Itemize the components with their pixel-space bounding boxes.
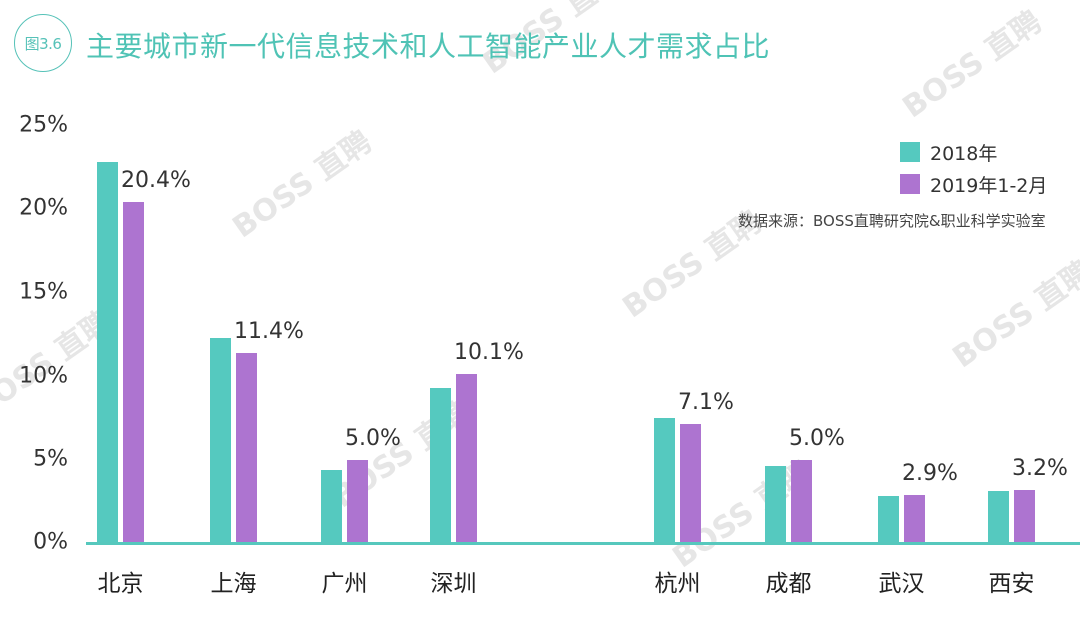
bar-2019: [123, 202, 144, 543]
x-category-label: 西安: [988, 571, 1035, 597]
x-category-label: 杭州: [654, 571, 701, 597]
x-category-label: 广州: [321, 571, 368, 597]
bar-value-label: 11.4%: [234, 318, 304, 344]
legend-item-2018: 2018年: [900, 136, 1047, 168]
y-tick-label: 5%: [33, 446, 68, 472]
bar-value-label: 3.2%: [1012, 455, 1068, 481]
legend: 2018年 2019年1-2月: [900, 136, 1047, 200]
bar-value-label: 10.1%: [454, 340, 524, 366]
bar-2018: [97, 162, 118, 543]
bar-2018: [210, 337, 231, 543]
chart-title: 主要城市新一代信息技术和人工智能产业人才需求占比: [86, 30, 771, 63]
legend-swatch-icon: [900, 174, 920, 194]
bar-value-label: 7.1%: [678, 390, 734, 416]
y-tick-label: 15%: [19, 279, 68, 305]
bar-value-label: 2.9%: [902, 460, 958, 486]
y-tick-label: 20%: [19, 195, 68, 221]
bar-2019: [1014, 489, 1035, 543]
watermark: BOSS 直聘: [946, 254, 1080, 376]
watermark: BOSS 直聘: [226, 124, 379, 246]
legend-label: 2019年1-2月: [930, 174, 1048, 197]
y-tick-label: 0%: [33, 529, 68, 555]
y-tick-label: 25%: [19, 112, 68, 138]
data-source-note: 数据来源：BOSS直聘研究院&职业科学实验室: [738, 212, 1046, 230]
bar-2019: [347, 459, 368, 543]
bar-value-label: 5.0%: [789, 425, 845, 451]
legend-label: 2018年: [930, 142, 998, 165]
x-category-label: 上海: [210, 571, 257, 597]
bar-2018: [988, 491, 1009, 543]
bar-value-label: 20.4%: [121, 168, 191, 194]
bar-2019: [680, 424, 701, 543]
legend-swatch-icon: [900, 142, 920, 162]
bar-2019: [904, 494, 925, 543]
bar-value-label: 5.0%: [345, 425, 401, 451]
x-category-label: 北京: [97, 571, 144, 597]
bar-2019: [791, 459, 812, 543]
bar-2018: [321, 469, 342, 543]
bar-2019: [236, 352, 257, 543]
x-category-label: 深圳: [430, 571, 477, 597]
bar-2018: [430, 387, 451, 543]
bar-2018: [878, 496, 899, 543]
figure-number-badge: 图3.6: [14, 14, 72, 72]
legend-item-2019: 2019年1-2月: [900, 168, 1047, 200]
x-category-label: 武汉: [878, 571, 925, 597]
bar-2018: [654, 417, 675, 543]
bar-2019: [456, 374, 477, 543]
y-tick-label: 10%: [19, 363, 68, 389]
x-axis-line: [86, 542, 1080, 545]
watermark: BOSS 直聘: [896, 4, 1049, 126]
x-category-label: 成都: [765, 571, 812, 597]
bar-2018: [765, 466, 786, 543]
